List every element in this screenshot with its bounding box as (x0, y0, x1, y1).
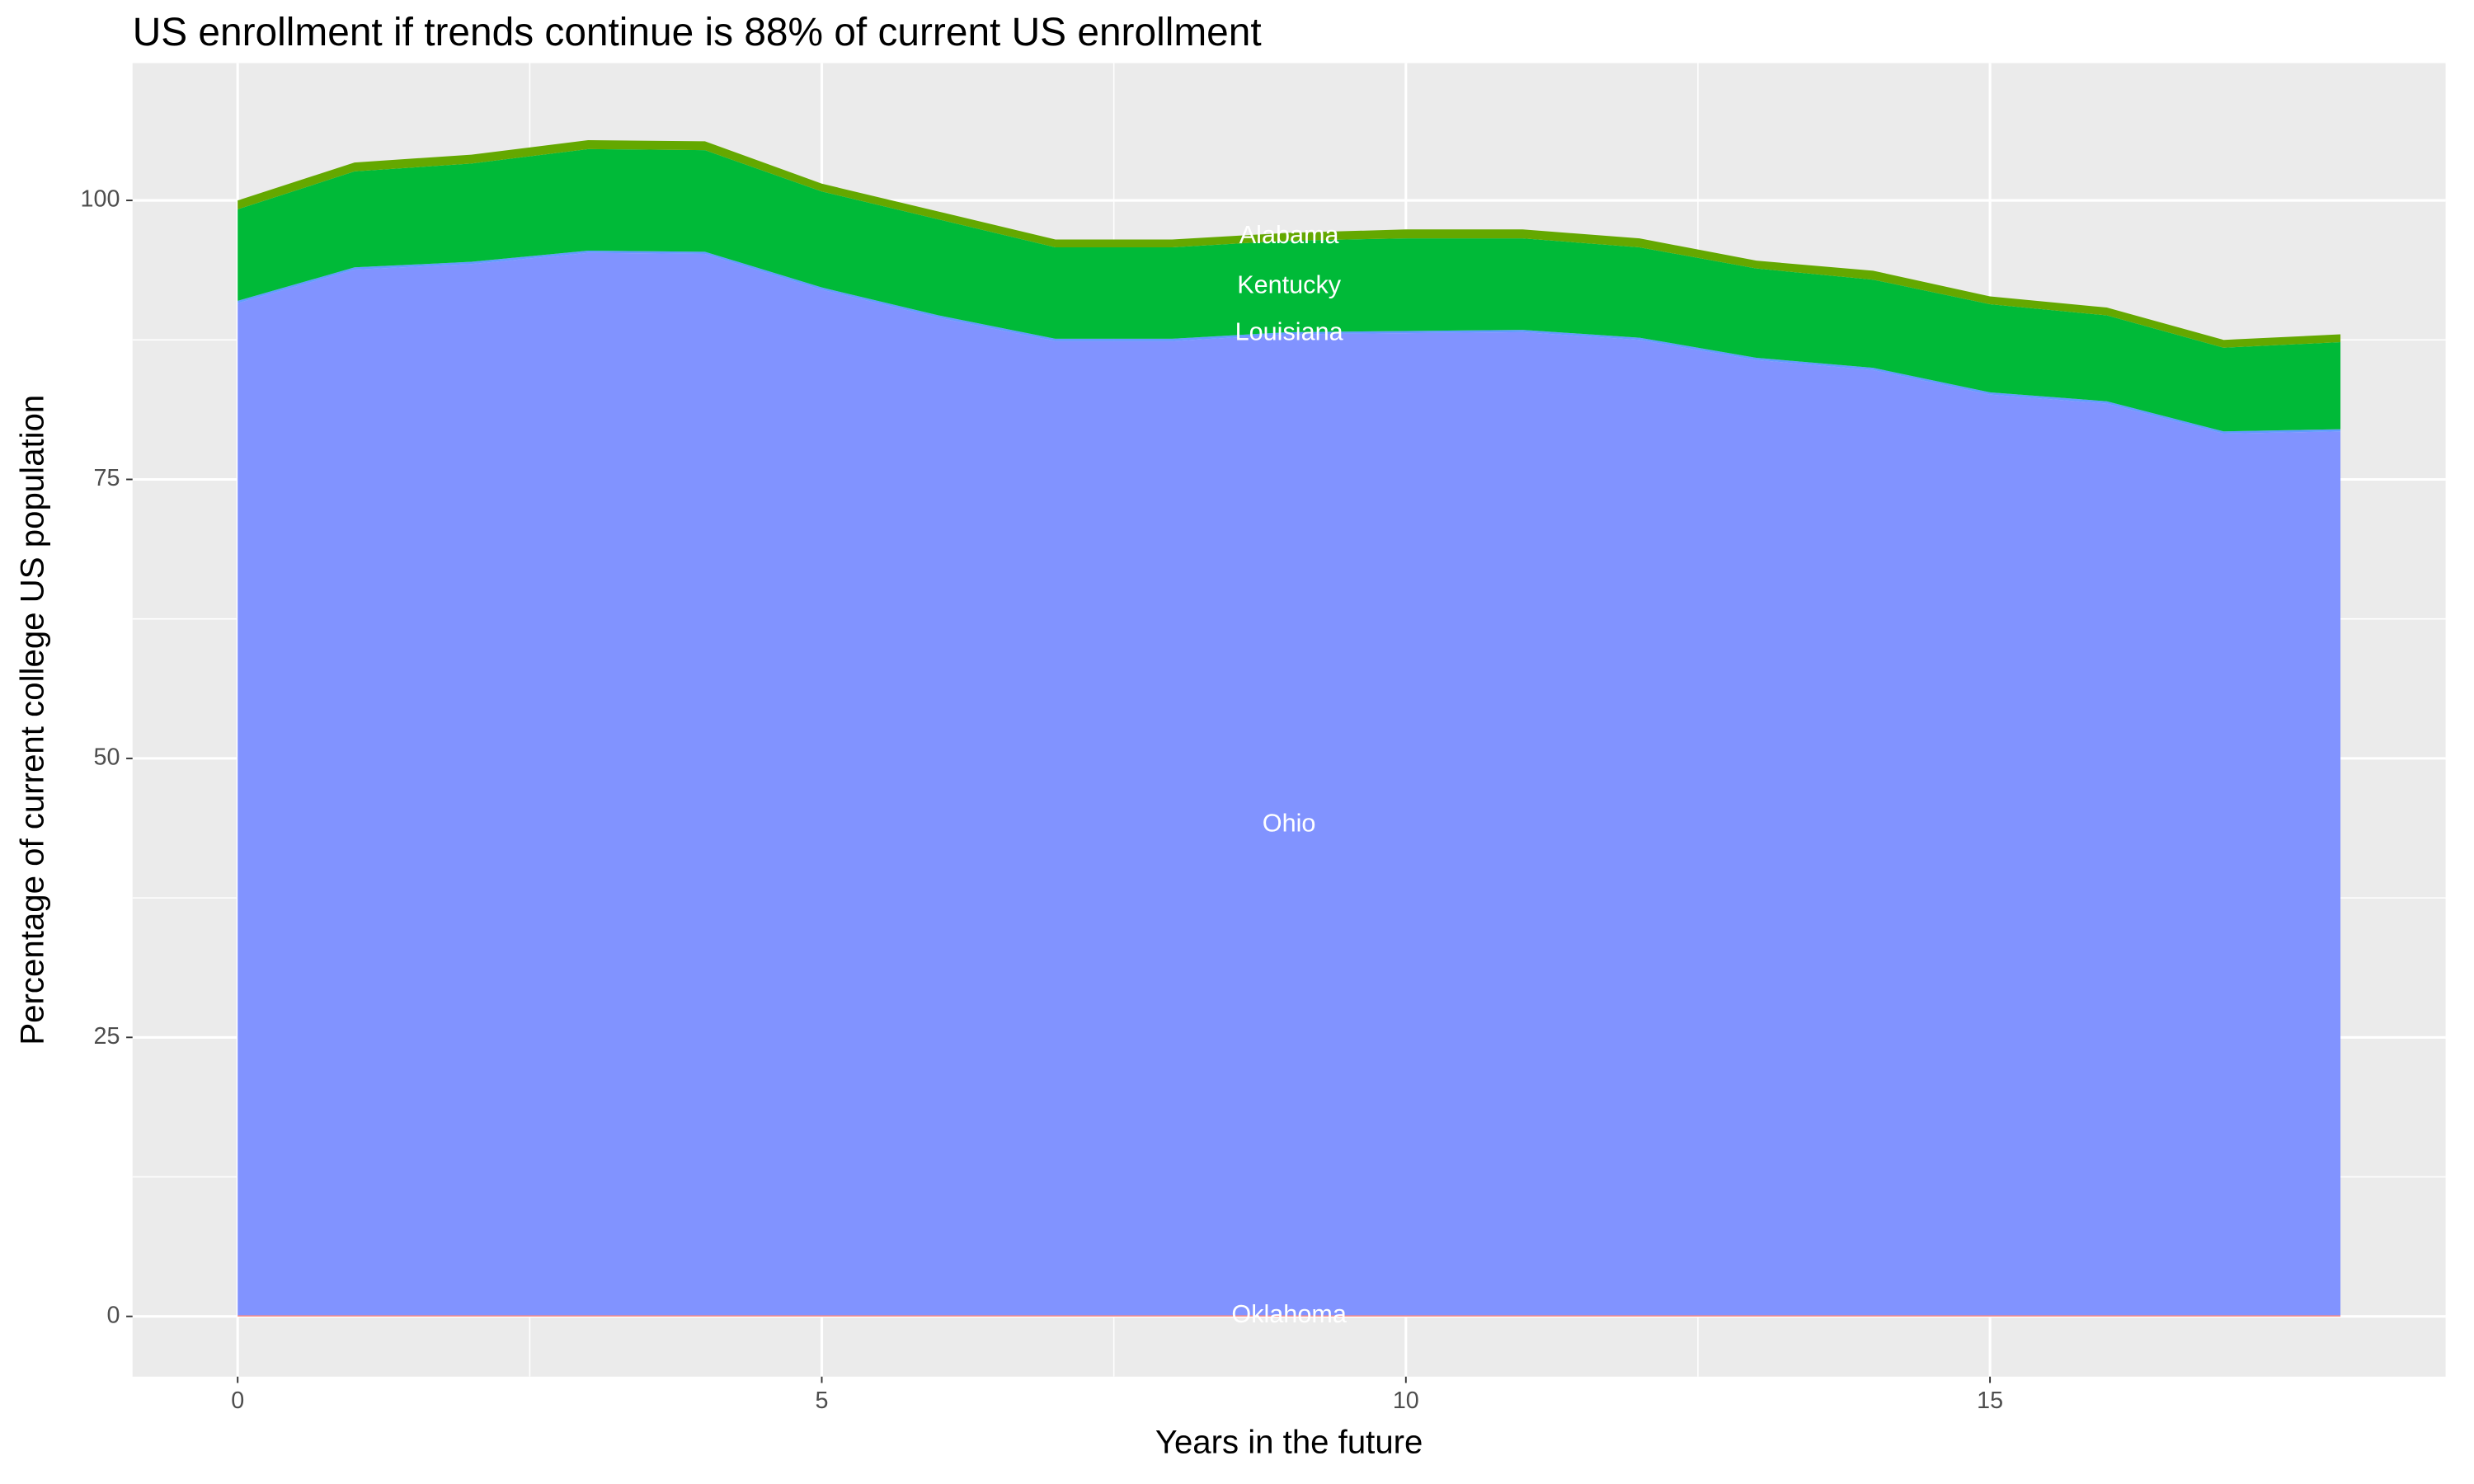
area (238, 139, 2341, 348)
area (238, 1315, 2341, 1317)
y-tick-label: 50 (93, 744, 120, 770)
x-tick-label: 0 (231, 1388, 244, 1414)
area-label: Alabama (1239, 221, 1340, 249)
y-axis-title: Percentage of current college US populat… (14, 395, 51, 1045)
x-tick-label: 15 (1977, 1388, 2003, 1414)
area-label: Louisiana (1235, 317, 1344, 345)
area (238, 252, 2341, 1316)
y-tick-label: 0 (106, 1302, 120, 1328)
area-label: Oklahoma (1231, 1300, 1347, 1328)
y-tick-label: 100 (81, 186, 120, 213)
area-label: Ohio (1263, 810, 1316, 838)
area-label: Kentucky (1237, 270, 1342, 298)
x-tick-label: 5 (816, 1388, 829, 1414)
y-tick-label: 25 (93, 1023, 120, 1050)
x-tick-label: 10 (1393, 1388, 1419, 1414)
x-axis-title: Years in the future (1155, 1424, 1423, 1461)
y-tick-label: 75 (93, 465, 120, 491)
chart-title: US enrollment if trends continue is 88% … (133, 11, 1262, 54)
area (238, 148, 2341, 432)
